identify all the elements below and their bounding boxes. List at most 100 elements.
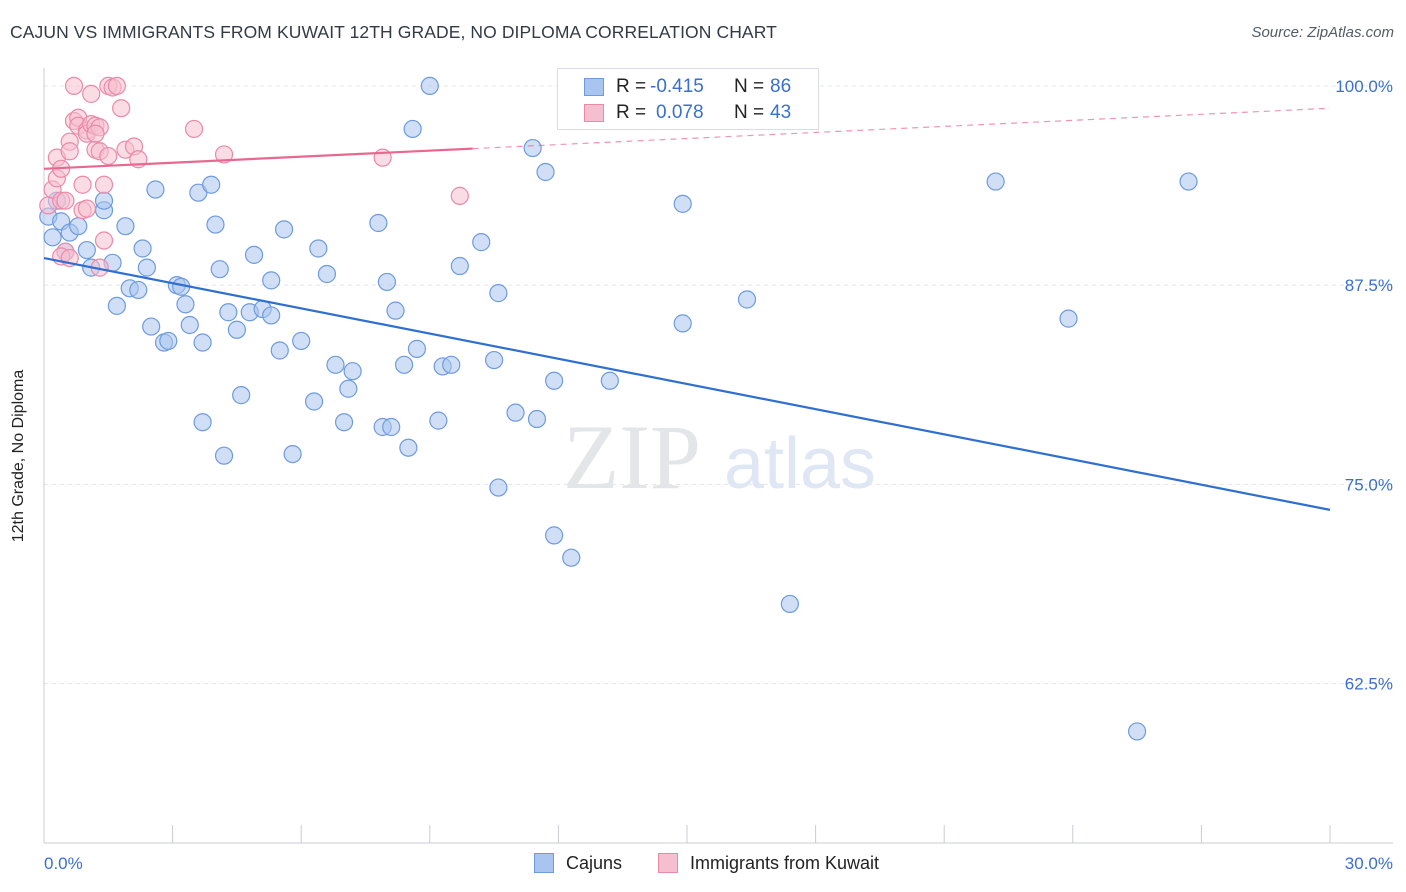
legend-swatch-cajuns <box>534 853 554 873</box>
data-point-kuwait <box>107 76 126 96</box>
stats-row-kuwait: R = 0.078 N = 43 <box>558 100 818 126</box>
data-point-cajuns <box>403 119 422 139</box>
data-point-kuwait <box>64 76 84 96</box>
stats-swatch-kuwait <box>584 104 604 122</box>
data-point-cajuns <box>523 138 542 158</box>
data-point-cajuns <box>129 280 148 300</box>
data-point-cajuns <box>193 413 212 432</box>
trend-line-cajuns <box>43 256 1331 511</box>
data-point-cajuns <box>159 331 178 351</box>
data-point-cajuns <box>304 392 324 411</box>
data-point-cajuns <box>142 317 161 336</box>
data-point-cajuns <box>232 386 251 405</box>
stats-r-label: R = <box>616 76 647 97</box>
data-point-kuwait <box>94 231 114 250</box>
data-point-cajuns <box>214 446 234 465</box>
data-point-cajuns <box>1127 722 1147 741</box>
legend-label-cajuns: Cajuns <box>566 853 623 873</box>
data-point-cajuns <box>382 417 401 437</box>
data-point-cajuns <box>489 284 508 303</box>
data-point-cajuns <box>94 191 114 210</box>
data-point-cajuns <box>527 409 547 429</box>
data-point-cajuns <box>377 272 397 292</box>
data-point-kuwait <box>56 191 75 210</box>
data-point-cajuns <box>429 411 448 430</box>
data-point-cajuns <box>673 194 692 213</box>
data-point-kuwait <box>86 124 105 143</box>
data-point-cajuns <box>545 526 564 545</box>
data-point-cajuns <box>244 245 264 264</box>
data-point-kuwait <box>77 199 96 218</box>
stats-r-value: 0.078 <box>656 102 704 123</box>
data-point-cajuns <box>420 76 439 96</box>
data-point-kuwait <box>73 175 92 194</box>
data-point-cajuns <box>116 217 135 236</box>
data-point-cajuns <box>210 260 229 279</box>
data-point-cajuns <box>442 355 461 374</box>
data-point-kuwait <box>184 119 204 139</box>
data-point-cajuns <box>545 371 564 390</box>
data-point-cajuns <box>262 306 281 325</box>
data-point-cajuns <box>270 341 289 360</box>
data-point-cajuns <box>227 320 246 339</box>
data-point-cajuns <box>399 438 418 457</box>
data-point-cajuns <box>334 413 354 432</box>
data-point-kuwait <box>94 175 114 194</box>
data-point-cajuns <box>600 371 619 390</box>
data-point-cajuns <box>986 172 1005 191</box>
data-point-cajuns <box>339 379 358 398</box>
data-point-cajuns <box>1179 172 1198 191</box>
watermark: ZIP atlas <box>563 406 876 508</box>
y-tick-label: 62.5% <box>1345 675 1393 694</box>
data-point-cajuns <box>673 314 692 333</box>
data-point-cajuns <box>137 258 156 277</box>
data-point-cajuns <box>317 264 337 284</box>
data-point-cajuns <box>107 296 126 315</box>
x-tick-label: 0.0% <box>44 854 83 873</box>
data-point-cajuns <box>262 271 281 290</box>
x-tick-labels: 0.0% 30.0% <box>44 854 1393 873</box>
data-point-kuwait <box>112 99 131 118</box>
stats-n-value: 43 <box>770 102 792 123</box>
data-point-cajuns <box>77 240 96 260</box>
data-point-cajuns <box>562 548 581 567</box>
data-point-cajuns <box>506 403 525 422</box>
watermark-zip: ZIP <box>563 406 701 508</box>
data-point-cajuns <box>43 228 62 247</box>
data-point-cajuns <box>193 333 212 352</box>
data-point-cajuns <box>176 295 195 314</box>
data-point-cajuns <box>369 213 388 233</box>
stats-r-value: -0.415 <box>650 76 704 97</box>
data-point-cajuns <box>133 239 152 258</box>
data-point-kuwait <box>82 84 101 103</box>
data-point-cajuns <box>292 331 311 351</box>
axes <box>43 68 1393 844</box>
data-point-cajuns <box>219 303 238 322</box>
y-tick-label: 100.0% <box>1335 77 1393 96</box>
data-point-kuwait <box>214 145 234 164</box>
data-point-cajuns <box>146 180 165 199</box>
x-tick-label: 30.0% <box>1345 854 1393 873</box>
stats-r-label: R = <box>616 102 647 123</box>
y-axis-label: 12th Grade, No Diploma <box>10 369 27 543</box>
data-point-cajuns <box>326 355 345 374</box>
data-point-cajuns <box>737 290 757 309</box>
legend-label-kuwait: Immigrants from Kuwait <box>690 853 880 873</box>
y-tick-label: 75.0% <box>1345 475 1393 494</box>
stats-box: R = -0.415 N = 86 R = 0.078 N = 43 <box>557 68 819 130</box>
data-point-cajuns <box>69 217 88 236</box>
stats-swatch-cajuns <box>584 78 604 96</box>
trend-lines <box>43 107 1331 511</box>
data-point-cajuns <box>780 594 799 614</box>
data-point-cajuns <box>485 350 504 370</box>
data-point-cajuns <box>407 339 427 358</box>
data-point-kuwait <box>60 142 79 161</box>
data-point-cajuns <box>1059 309 1078 328</box>
stats-row-cajuns: R = -0.415 N = 86 <box>558 74 818 100</box>
data-point-kuwait <box>99 146 118 166</box>
legend-swatch-kuwait <box>658 853 678 873</box>
data-point-cajuns <box>206 215 225 234</box>
data-point-cajuns <box>274 220 294 239</box>
data-point-cajuns <box>450 256 469 276</box>
stats-n-value: 86 <box>770 76 792 97</box>
